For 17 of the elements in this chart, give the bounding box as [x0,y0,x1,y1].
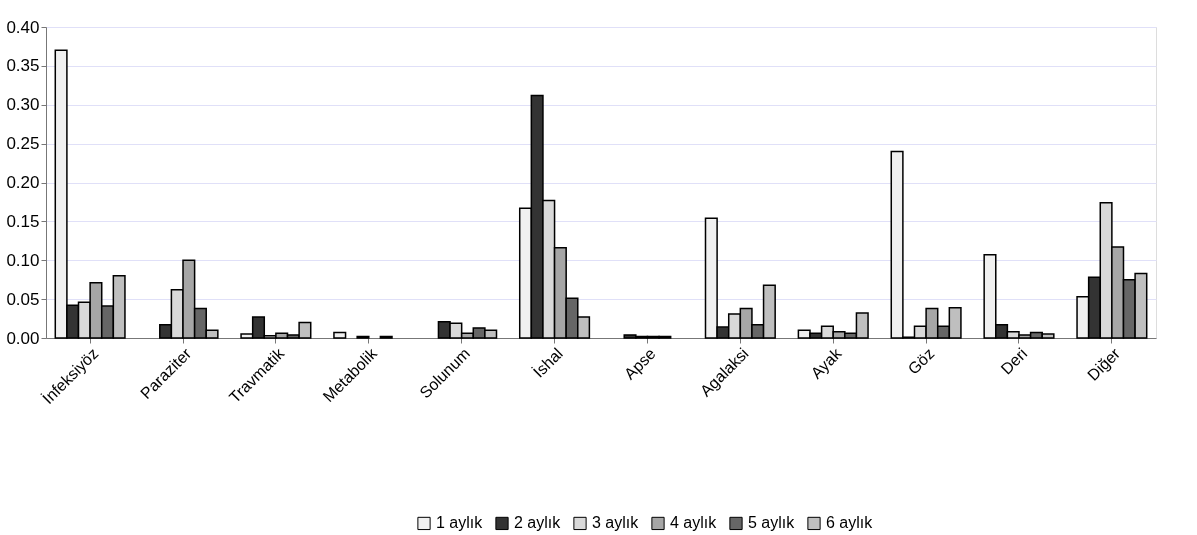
y-tick-label: 0.35 [6,56,40,76]
legend-label: 2 aylık [514,514,562,532]
legend-label: 5 aylık [748,514,796,532]
y-tick-label: 0.30 [6,95,40,115]
y-tick-label: 0.40 [6,17,40,37]
y-tick-label: 0.15 [6,211,40,231]
x-tick-label: Göz [904,344,938,378]
legend-label: 4 aylık [670,514,718,532]
y-tick-label: 0.20 [6,173,40,192]
legend-label: 1 aylık [436,514,484,532]
legend-label: 3 aylık [592,514,640,532]
y-tick-label: 0.00 [6,328,40,348]
y-tick-label: 0.10 [6,250,40,270]
legend-label: 6 aylık [826,514,874,532]
y-tick-label: 0.05 [6,289,40,309]
bar [333,331,347,339]
y-tick-label: 0.25 [6,134,40,154]
